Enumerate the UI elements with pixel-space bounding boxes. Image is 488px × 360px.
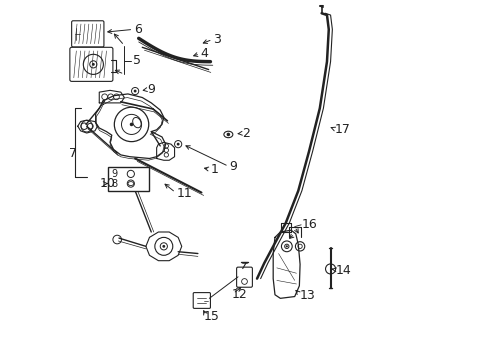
FancyBboxPatch shape (70, 47, 113, 81)
Circle shape (133, 90, 136, 93)
Text: 2: 2 (242, 127, 249, 140)
Text: 11: 11 (176, 187, 192, 200)
Circle shape (92, 63, 95, 66)
Text: 1: 1 (210, 163, 218, 176)
Text: 7: 7 (69, 147, 77, 159)
Circle shape (129, 123, 133, 126)
Text: 13: 13 (300, 289, 315, 302)
Text: 6: 6 (134, 23, 142, 36)
Circle shape (129, 172, 132, 175)
Text: 10: 10 (99, 177, 115, 190)
Circle shape (162, 245, 165, 248)
Text: 9: 9 (229, 160, 237, 173)
Text: 14: 14 (335, 264, 351, 277)
Text: 17: 17 (334, 123, 350, 136)
Text: 3: 3 (213, 33, 221, 46)
FancyBboxPatch shape (72, 21, 104, 47)
Text: 8: 8 (111, 179, 117, 189)
Text: 9: 9 (147, 83, 155, 96)
Text: 9: 9 (111, 169, 117, 179)
Text: 12: 12 (231, 288, 247, 301)
FancyBboxPatch shape (193, 293, 210, 309)
Text: 16: 16 (301, 218, 317, 231)
Bar (108, 167, 149, 191)
Text: 5: 5 (133, 54, 141, 67)
Text: 4: 4 (201, 47, 208, 60)
Circle shape (176, 143, 179, 145)
Text: 15: 15 (203, 310, 220, 323)
Circle shape (285, 245, 287, 247)
FancyBboxPatch shape (236, 267, 252, 287)
Circle shape (226, 133, 230, 136)
